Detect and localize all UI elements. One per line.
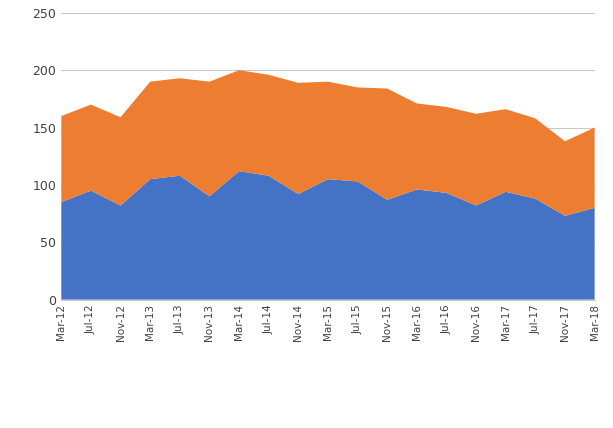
Legend: Primary, Secondary: Primary, Secondary — [235, 426, 421, 428]
